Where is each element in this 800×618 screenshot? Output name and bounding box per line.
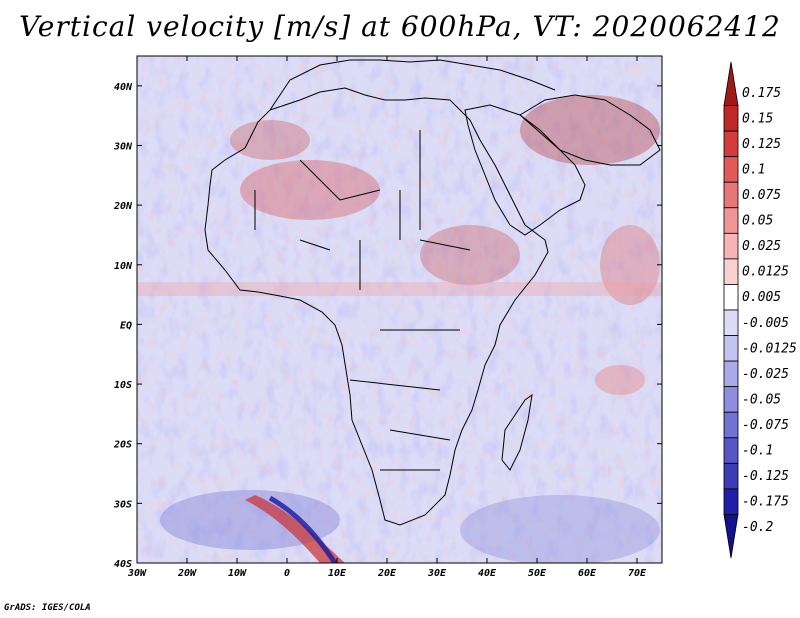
- lon-tick-label: 30E: [427, 568, 447, 579]
- colorbar-level-label: 0.1: [742, 162, 765, 177]
- lon-tick-label: 20E: [377, 568, 397, 579]
- colorbar-swatch: [723, 258, 739, 285]
- grads-credit: GrADS: IGES/COLA: [4, 603, 91, 613]
- colorbar-swatch: [723, 309, 739, 336]
- colorbar-level-label: 0.15: [742, 111, 773, 126]
- lon-tick-label: 10W: [228, 568, 247, 579]
- colorbar-swatch: [723, 284, 739, 311]
- colorbar-swatch: [723, 232, 739, 260]
- colorbar-swatch: [723, 105, 739, 132]
- lat-tick-label: 20S: [113, 440, 132, 451]
- colorbar-swatch: [723, 207, 739, 234]
- colorbar-level-label: -0.175: [742, 495, 789, 510]
- colorbar-swatch: [723, 181, 739, 209]
- lon-tick-label: 40E: [478, 568, 497, 579]
- map-axes: 30W 20W 10W 0 10E 20E 30E 40E 50E 60E 70E 40N 30N 20N…: [113, 56, 662, 579]
- colorbar-level-label: -0.005: [742, 316, 789, 331]
- lat-tick-label: 10N: [114, 261, 133, 272]
- colorbar-level-label: 0.125: [742, 137, 781, 152]
- lon-tick-label: 0: [284, 568, 290, 579]
- colorbar-level-label: -0.025: [742, 367, 789, 382]
- lat-tick-label: 20N: [113, 201, 133, 212]
- lon-tick-label: 70E: [628, 568, 647, 579]
- lat-tick-label: 40S: [114, 559, 132, 570]
- map-title: Vertical velocity [m/s] at 600hPa, VT: 2…: [19, 10, 781, 43]
- colorbar-level-label: -0.05: [742, 392, 781, 407]
- colorbar-level-label: 0.05: [742, 214, 773, 229]
- lon-tick-label: 20W: [177, 568, 197, 579]
- lon-tick-label: 60E: [578, 568, 597, 579]
- colorbar-level-label: 0.005: [742, 290, 781, 305]
- colorbar-swatch: [723, 335, 739, 362]
- colorbar-swatch: [723, 386, 739, 413]
- colorbar-level-label: 0.175: [742, 86, 781, 101]
- lat-tick-label: 30N: [113, 141, 133, 152]
- lat-tick-label: 40N: [114, 82, 133, 93]
- map-frame: [136, 55, 663, 564]
- lat-tick-label: 10S: [114, 380, 132, 391]
- colorbar-swatch: [723, 437, 739, 464]
- colorbar: 0.175 0.15 0.125 0.1 0.075 0.05 0.025 0.0125 0.0…: [723, 61, 797, 559]
- colorbar-swatch: [723, 360, 739, 388]
- lon-tick-label: 30W: [127, 568, 147, 579]
- colorbar-level-label: -0.075: [742, 418, 789, 433]
- colorbar-level-label: 0.075: [742, 188, 781, 203]
- vertical-velocity-field: [137, 56, 662, 563]
- coastlines: [204, 59, 661, 526]
- colorbar-level-label: 0.025: [742, 239, 781, 254]
- lon-tick-label: 50E: [528, 568, 547, 579]
- colorbar-swatch: [723, 488, 739, 515]
- colorbar-level-label: 0.0125: [742, 265, 789, 280]
- lon-tick-label: 10E: [328, 568, 347, 579]
- colorbar-swatch: [723, 130, 739, 158]
- colorbar-level-label: -0.1: [742, 444, 773, 459]
- colorbar-swatch: [723, 462, 739, 490]
- colorbar-level-label: -0.0125: [742, 341, 797, 356]
- colorbar-swatch: [723, 411, 739, 439]
- colorbar-swatch: [723, 156, 739, 183]
- lat-tick-label: EQ: [120, 320, 132, 331]
- lat-tick-label: 30S: [113, 499, 132, 510]
- colorbar-level-label: -0.2: [742, 520, 773, 535]
- colorbar-level-label: -0.125: [742, 469, 789, 484]
- colorbar-swatch: [723, 61, 739, 106]
- colorbar-swatch: [723, 514, 739, 559]
